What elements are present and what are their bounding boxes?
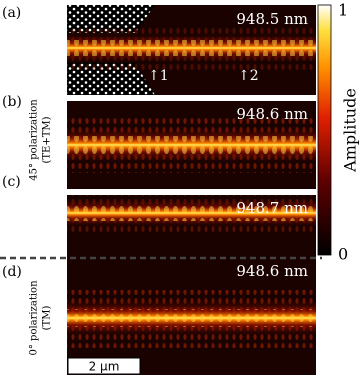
marker: ↑1	[148, 68, 169, 84]
side-label: 45° polarization (TE+TM)	[29, 99, 53, 181]
marker: ↑2	[238, 68, 259, 84]
panel-label: (b)	[2, 94, 22, 110]
panel-label: (c)	[2, 174, 21, 190]
panel-a	[67, 5, 316, 95]
wavelength: 948.7 nm	[236, 199, 308, 217]
colorbar-tick: 1	[338, 1, 348, 20]
side-label-line: (TM)	[42, 306, 53, 331]
side-label: 0° polarization (TM)	[29, 280, 53, 356]
colorbar	[317, 4, 332, 256]
colorbar-tick: 0	[338, 245, 348, 264]
photonic-crystal	[67, 63, 155, 95]
colorbar-label: Amplitude	[341, 88, 360, 173]
panel-label: (a)	[2, 5, 21, 21]
panel-d	[67, 261, 316, 375]
wavelength: 948.5 nm	[236, 10, 308, 28]
wavelength: 948.6 nm	[236, 105, 308, 123]
side-label-line: 0° polarization	[29, 280, 40, 356]
scale-bar-label: 2 μm	[89, 360, 120, 374]
wavelength: 948.6 nm	[236, 262, 308, 280]
panel-label: (d)	[2, 264, 22, 280]
scale-bar	[67, 357, 141, 375]
panel-b	[67, 101, 316, 189]
side-label-line: (TE+TM)	[42, 116, 53, 163]
side-label-line: 45° polarization	[29, 99, 40, 181]
